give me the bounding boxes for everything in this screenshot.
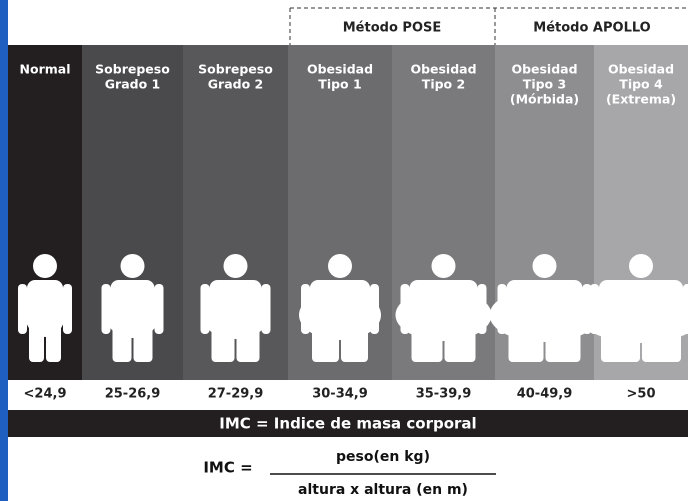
figure-leg bbox=[312, 320, 339, 362]
column-label: Normal bbox=[20, 62, 71, 77]
figure-head bbox=[121, 254, 145, 278]
figure-head bbox=[432, 254, 456, 278]
column-label: Tipo 2 bbox=[422, 77, 465, 92]
column-label: Grado 2 bbox=[208, 77, 263, 92]
figure-head bbox=[629, 254, 653, 278]
range-label: 30-34,9 bbox=[312, 387, 368, 402]
range-label: 35-39,9 bbox=[416, 387, 472, 402]
group-label: Método POSE bbox=[343, 21, 441, 36]
figure-leg bbox=[237, 320, 260, 362]
column-label: Obesidad bbox=[307, 62, 373, 77]
footer-title: IMC = Indice de masa corporal bbox=[219, 415, 476, 433]
figure-belly bbox=[299, 290, 381, 340]
range-label: 40-49,9 bbox=[517, 387, 573, 402]
column-label: Tipo 1 bbox=[318, 77, 361, 92]
figure-leg bbox=[341, 320, 368, 362]
formula-lhs: IMC = bbox=[203, 459, 252, 477]
figure-leg bbox=[212, 320, 235, 362]
figure-head bbox=[533, 254, 557, 278]
column-label: Sobrepeso bbox=[95, 62, 170, 77]
figure-leg bbox=[46, 320, 61, 362]
figure-leg bbox=[509, 320, 544, 362]
formula-denominator: altura x altura (en m) bbox=[298, 482, 468, 498]
figure-arm bbox=[18, 284, 27, 334]
formula-numerator: peso(en kg) bbox=[336, 449, 430, 465]
column-label: (Mórbida) bbox=[510, 92, 579, 107]
figure-leg bbox=[113, 320, 132, 362]
figure-arm bbox=[63, 284, 72, 334]
column-label: Tipo 4 bbox=[619, 77, 663, 92]
group-label: Método APOLLO bbox=[533, 21, 650, 36]
column-label: (Extrema) bbox=[606, 92, 676, 107]
range-label: 25-26,9 bbox=[105, 387, 161, 402]
column-label: Obesidad bbox=[410, 62, 476, 77]
column-label: Tipo 3 bbox=[523, 77, 566, 92]
figure-belly bbox=[396, 289, 492, 341]
range-label: <24,9 bbox=[24, 387, 67, 402]
column-label: Sobrepeso bbox=[198, 62, 273, 77]
range-label: 27-29,9 bbox=[208, 387, 264, 402]
left-border bbox=[0, 0, 8, 501]
column-label: Grado 1 bbox=[105, 77, 160, 92]
figure-head bbox=[224, 254, 248, 278]
range-label: >50 bbox=[627, 387, 656, 402]
figure-leg bbox=[29, 320, 44, 362]
figure-head bbox=[33, 254, 57, 278]
column-label: Obesidad bbox=[511, 62, 577, 77]
figure-leg bbox=[134, 320, 153, 362]
figure-leg bbox=[546, 320, 581, 362]
figure-leg bbox=[642, 320, 681, 362]
figure-leg bbox=[412, 320, 443, 362]
infographic: Normal<24,9SobrepesoGrado 125-26,9Sobrep… bbox=[0, 0, 688, 501]
figure-head bbox=[328, 254, 352, 278]
figure-leg bbox=[601, 320, 640, 362]
column-label: Obesidad bbox=[608, 62, 674, 77]
figure-leg bbox=[445, 320, 476, 362]
